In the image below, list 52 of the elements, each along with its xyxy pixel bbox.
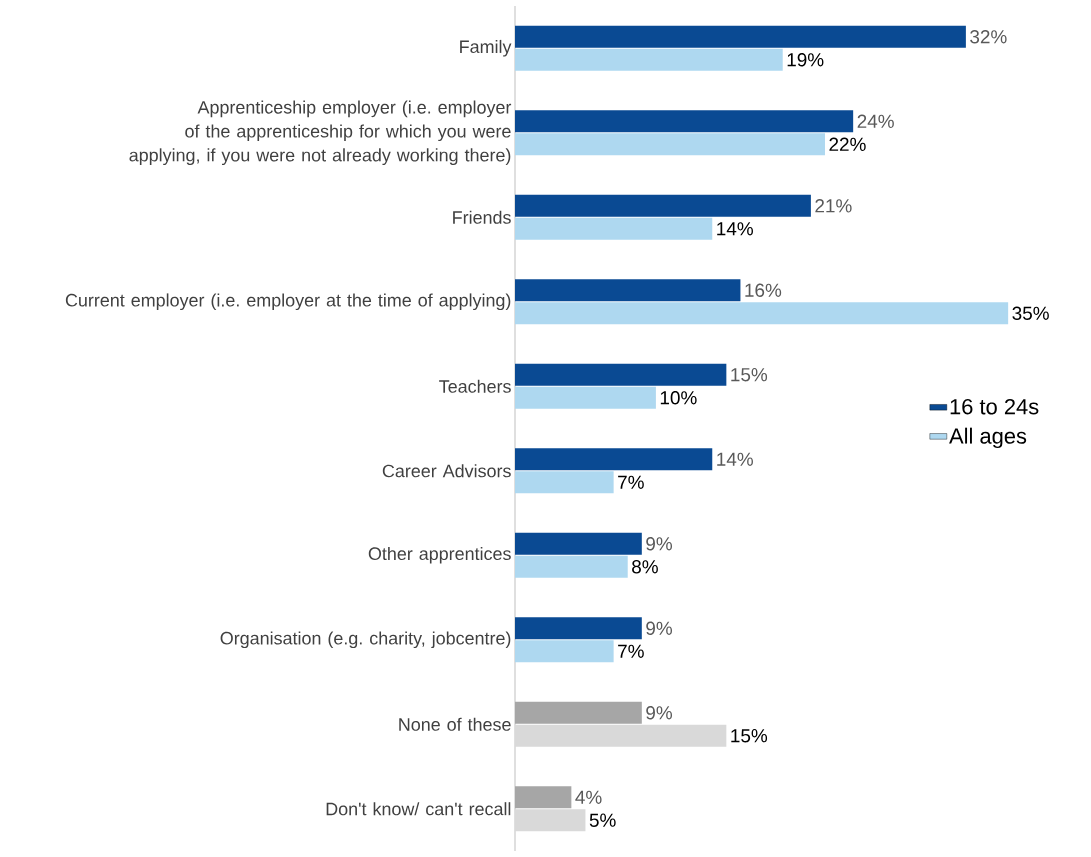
bar [515, 701, 642, 724]
data-label: 21% [815, 199, 852, 213]
legend-label: 16 to 24s [950, 398, 1039, 415]
bar [515, 786, 572, 809]
data-label: 7% [618, 475, 644, 489]
bar [515, 363, 727, 386]
data-label: 9% [646, 621, 673, 635]
data-label: 10% [660, 391, 697, 405]
data-label: 15% [731, 729, 768, 743]
bar [515, 133, 825, 156]
legend-label: All ages [949, 427, 1027, 449]
bar [515, 471, 614, 494]
y-tick-label: Teachers [439, 379, 511, 393]
data-label: 7% [618, 644, 644, 658]
y-tick-label: Apprenticeship employer (i.e. employer of the apprenticeship for which you were applying, if you were not already working there) [129, 100, 512, 166]
data-label: 16% [745, 283, 782, 297]
data-label: 14% [717, 452, 753, 466]
bar [515, 448, 713, 471]
data-label: 4% [575, 790, 602, 804]
bar [515, 617, 642, 640]
bar [515, 302, 1009, 325]
bar [515, 724, 727, 747]
y-tick-label: Other apprentices [368, 546, 511, 564]
y-tick-label: Friends [453, 210, 511, 224]
bar [515, 110, 854, 133]
data-label: 8% [632, 560, 658, 574]
data-label: 35% [1012, 306, 1049, 320]
data-label: 24% [857, 114, 894, 128]
data-label: 9% [646, 706, 673, 720]
bar [515, 555, 628, 578]
bar [515, 25, 966, 48]
bar [515, 386, 656, 409]
bar [515, 532, 642, 555]
y-tick-label: Don't know/ can't recall [326, 802, 511, 816]
data-label: 32% [970, 30, 1007, 44]
bar [515, 48, 783, 71]
bar [515, 194, 811, 217]
data-label: 9% [646, 537, 673, 551]
y-tick-label: Current employer (i.e. employer at the time of applying) [65, 293, 511, 311]
y-tick-label: Organisation (e.g. charity, jobcentre) [220, 631, 511, 649]
data-label: 19% [787, 53, 824, 67]
bar [515, 640, 614, 663]
data-label: 22% [829, 137, 866, 151]
data-label: 14% [717, 222, 753, 236]
bar [515, 217, 713, 240]
data-label: 5% [589, 813, 616, 827]
bar [515, 809, 586, 832]
y-tick-label: Career Advisors [382, 464, 511, 478]
bar [515, 279, 741, 302]
y-tick-label: Family [460, 39, 512, 57]
y-tick-label: None of these [399, 717, 511, 731]
data-label: 15% [731, 368, 768, 382]
